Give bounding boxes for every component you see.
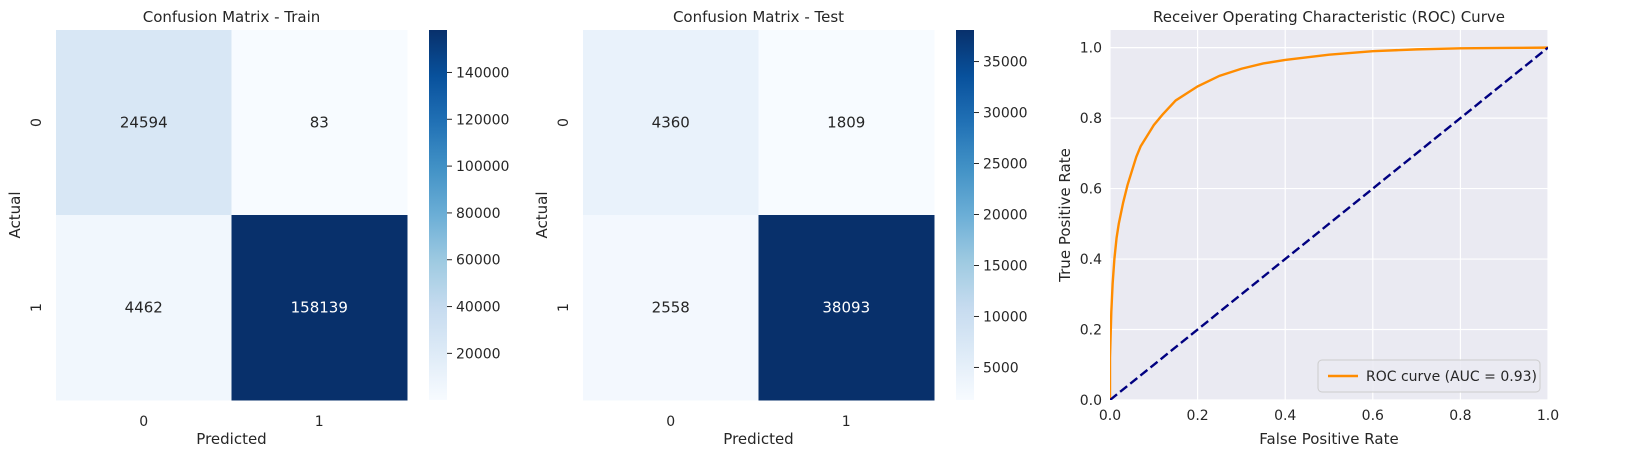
- x-tick-label: 0.4: [1274, 408, 1296, 424]
- colorbar-tick-label: 140000: [456, 65, 509, 81]
- colorbar-tick-label: 30000: [983, 106, 1028, 122]
- chart-title: Confusion Matrix - Test: [673, 8, 844, 26]
- x-tick-label: 1: [315, 414, 324, 430]
- colorbar-tick-label: 120000: [456, 112, 509, 128]
- y-tick-label: 1.0: [1080, 41, 1102, 57]
- colorbar-tick-label: 80000: [456, 206, 501, 222]
- heatmap-1: 4360 1809 2558 38093 0 1 0 1 Confusion Matrix - …: [533, 8, 1028, 448]
- y-tick-label: 1: [29, 303, 45, 312]
- legend: ROC curve (AUC = 0.93): [1318, 360, 1540, 392]
- cell-value-label: 4462: [125, 299, 163, 317]
- colorbar-tick-label: 25000: [983, 157, 1028, 173]
- cell-value-label: 83: [310, 114, 329, 132]
- x-tick-label: 1.0: [1537, 408, 1559, 424]
- cell-value-label: 24594: [120, 114, 168, 132]
- y-tick-label: 0: [29, 118, 45, 127]
- x-tick-label: 0.8: [1449, 408, 1471, 424]
- chart-title: Receiver Operating Characteristic (ROC) …: [1153, 8, 1505, 26]
- y-tick-label: 0.0: [1080, 393, 1102, 409]
- heatmap-0: 24594 83 4462 158139 0 1 0 1 Confusion Matrix - …: [6, 8, 509, 448]
- cell-value-label: 38093: [822, 299, 870, 317]
- roc-chart: 0.0 0.2 0.4 0.6 0.8 1.0 0.0 0.2 0.4 0.6 0.8 1.0 ROC …: [1056, 8, 1559, 448]
- x-tick-label: 0.0: [1099, 408, 1121, 424]
- colorbar-tick-label: 60000: [456, 253, 501, 269]
- x-axis-label: False Positive Rate: [1259, 430, 1398, 448]
- y-tick-label: 0.2: [1080, 323, 1102, 339]
- cell-value-label: 1809: [827, 114, 865, 132]
- x-tick-label: 0.6: [1362, 408, 1384, 424]
- cell-value-label: 2558: [652, 299, 690, 317]
- x-tick-label: 0.2: [1186, 408, 1208, 424]
- colorbar-tick-label: 5000: [983, 360, 1019, 376]
- plot-background: [1110, 30, 1548, 400]
- colorbar-tick-label: 20000: [456, 346, 501, 362]
- x-tick-label: 0: [666, 414, 675, 430]
- colorbar: [956, 30, 974, 400]
- colorbar-tick-label: 10000: [983, 309, 1028, 325]
- legend-label: ROC curve (AUC = 0.93): [1366, 369, 1537, 385]
- y-tick-label: 0.6: [1080, 182, 1102, 198]
- cell-value-label: 4360: [652, 114, 690, 132]
- x-axis-label: Predicted: [723, 430, 793, 448]
- y-tick-label: 1: [556, 303, 572, 312]
- y-tick-label: 0.8: [1080, 111, 1102, 127]
- x-tick-label: 1: [842, 414, 851, 430]
- y-axis-label: Actual: [533, 192, 551, 239]
- y-tick-label: 0: [556, 118, 572, 127]
- x-axis-label: Predicted: [196, 430, 266, 448]
- y-axis-label: Actual: [6, 192, 24, 239]
- colorbar-tick-label: 35000: [983, 55, 1028, 71]
- cell-value-label: 158139: [291, 299, 348, 317]
- colorbar: [429, 30, 447, 400]
- chart-title: Confusion Matrix - Train: [143, 8, 321, 26]
- colorbar-tick-label: 20000: [983, 208, 1028, 224]
- colorbar-tick-label: 40000: [456, 300, 501, 316]
- y-tick-label: 0.4: [1080, 252, 1102, 268]
- y-axis-label: True Positive Rate: [1056, 148, 1074, 283]
- x-tick-label: 0: [139, 414, 148, 430]
- colorbar-tick-label: 15000: [983, 258, 1028, 274]
- colorbar-tick-label: 100000: [456, 159, 509, 175]
